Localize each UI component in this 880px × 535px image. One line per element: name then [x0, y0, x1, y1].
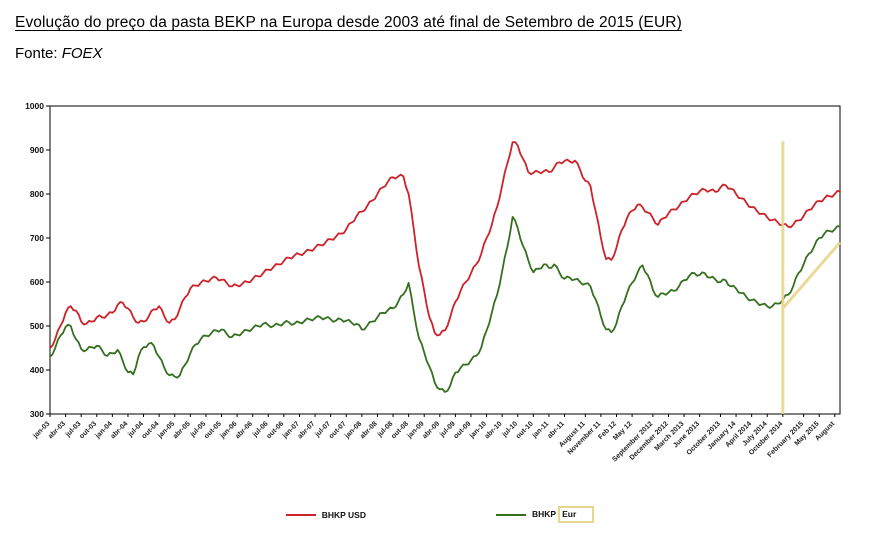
source-line: Fonte: FOEX [15, 45, 880, 62]
price-chart: 300 400 500 600 700 800 900 1000 jan-03 abr-03 jul… [2, 98, 878, 480]
x-axis-label: out-10 [515, 420, 535, 440]
x-axis-label: out-09 [453, 420, 473, 440]
x-axis-label: out-07 [328, 420, 348, 440]
y-axis-label: 400 [30, 365, 44, 375]
eur-line-marker [495, 513, 526, 516]
x-axis-label: abr-10 [484, 420, 504, 440]
bhkp-usd-line [49, 141, 841, 349]
page-title-text: Evolução do preço da pasta BEKP na Europ… [15, 14, 682, 31]
bhkp-eur-line [49, 216, 841, 393]
legend-item-usd: BHKP USD [285, 509, 366, 520]
x-axis-label: out-05 [203, 420, 223, 440]
x-axis-label: out-08 [390, 420, 410, 440]
x-axis-label: abr-09 [421, 420, 441, 440]
eur-legend-label: BHKP Eur [531, 506, 595, 523]
x-axis-label: abr-08 [359, 420, 379, 440]
usd-legend-label: BHKP USD [321, 509, 366, 520]
y-axis-label: 900 [30, 145, 44, 155]
y-axis-label: 600 [30, 277, 44, 287]
x-axis-label: out-03 [78, 420, 98, 440]
y-axis-label: 300 [30, 409, 44, 419]
x-axis-label: abr-06 [234, 420, 254, 440]
x-axis-label: abr-07 [297, 420, 317, 440]
y-axis-label: 500 [30, 321, 44, 331]
y-axis-label: 700 [30, 233, 44, 243]
plot-area [49, 105, 841, 415]
legend-item-eur: BHKP Eur [495, 506, 595, 523]
eur-highlight-box: Eur [558, 506, 595, 523]
eur-legend-prefix: BHKP [531, 509, 557, 519]
price-chart-canvas: 3004005006007008009001000jan-03abr-03jul… [25, 101, 842, 463]
x-axis-label: abr-04 [110, 420, 130, 440]
source-name: FOEX [61, 45, 103, 62]
x-axis-label: out-04 [141, 420, 161, 440]
y-axis-label: 800 [30, 189, 44, 199]
y-axis-label: 1000 [25, 101, 44, 111]
x-axis-label: abr-11 [546, 420, 566, 440]
page-title: Evolução do preço da pasta BEKP na Europ… [15, 14, 880, 32]
x-axis-label: abr-05 [172, 420, 192, 440]
highlight-trend-line [781, 241, 842, 310]
usd-line-marker [285, 513, 316, 516]
x-axis-label: abr-03 [47, 420, 67, 440]
chart-legend: BHKP USD BHKP Eur [0, 506, 880, 523]
source-label: Fonte: [15, 45, 58, 62]
x-axis-label: out-06 [265, 420, 285, 440]
